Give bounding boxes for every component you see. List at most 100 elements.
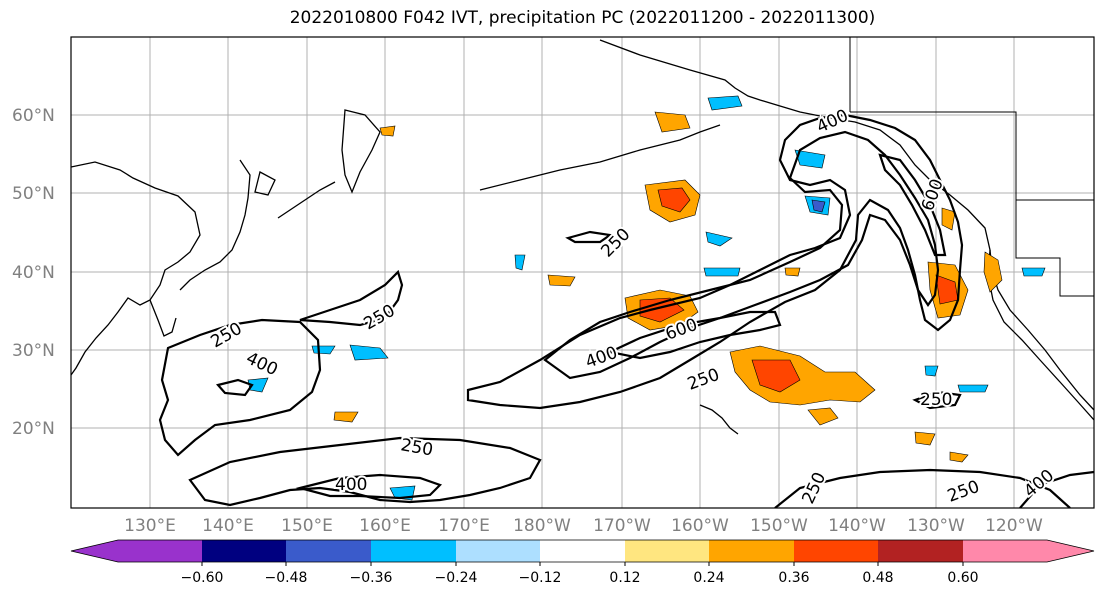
lat-label: 50°N [12, 184, 55, 204]
coastlines [71, 39, 1094, 435]
colorbar-tick-label: 0.48 [862, 570, 893, 586]
lon-label: 130°W [907, 516, 965, 536]
precip-neg-8 [1021, 267, 1046, 277]
colorbar: −0.60 −0.48 −0.36 −0.24 −0.12 0.12 0.24 … [70, 539, 1095, 586]
lat-label: 60°N [12, 106, 55, 126]
lon-label: 170°E [438, 516, 490, 536]
precip-neg-3-core [811, 199, 826, 213]
political-boundaries [849, 37, 1094, 297]
precip-neg-11 [514, 254, 526, 271]
colorbar-tick-label: 0.60 [947, 570, 978, 586]
precip-blob-14 [784, 267, 801, 277]
colorbar-segment [963, 540, 1047, 562]
colorbar-segment [794, 540, 878, 562]
precip-neg-2 [794, 149, 826, 169]
colorbar-tick-label: 0.24 [693, 570, 724, 586]
precip-neg-13 [924, 365, 939, 377]
ivt-contour-250-main [466, 113, 964, 410]
coastline-kuril-islands [277, 181, 336, 219]
colorbar-tick-label: −0.12 [519, 570, 562, 586]
colorbar-segment [709, 540, 794, 562]
colorbar-segment [625, 540, 709, 562]
latitude-labels: 60°N 50°N 40°N 30°N 20°N [12, 106, 55, 439]
precip-blob-7 [983, 251, 1003, 293]
colorbar-over-triangle [1047, 540, 1094, 562]
ivt-contour-250-west [158, 318, 322, 457]
lon-label: 140°E [202, 516, 254, 536]
precip-neg-12 [957, 384, 989, 393]
lon-label: 150°W [750, 516, 808, 536]
precip-neg-6 [349, 344, 389, 361]
coastline-kamchatka [341, 109, 381, 194]
lat-label: 30°N [12, 341, 55, 361]
ivt-contour-400-south [295, 473, 443, 500]
ivt-contour-250-mid [299, 269, 404, 327]
precip-blob-9 [547, 274, 576, 287]
precip-blob-5 [654, 111, 691, 133]
precip-blob-1-core [657, 187, 691, 213]
precip-blob-3-core [751, 359, 801, 393]
ivt-contour-250-south [188, 436, 542, 507]
gridlines [71, 37, 1094, 508]
lon-label: 120°W [985, 516, 1043, 536]
lon-label: 160°W [671, 516, 729, 536]
colorbar-tick-label: −0.24 [435, 570, 478, 586]
colorbar-segment [118, 540, 202, 562]
ivt-contour-600-main [606, 310, 782, 360]
lon-label: 160°E [359, 516, 411, 536]
map-title: 2022010800 F042 IVT, precipitation PC (2… [289, 8, 876, 28]
precip-neg-4 [705, 231, 733, 247]
coastline-japan [179, 159, 251, 291]
colorbar-segment [286, 540, 371, 562]
lon-label: 170°W [593, 516, 651, 536]
colorbar-tick-label: −0.48 [265, 570, 308, 586]
map-frame [70, 36, 1095, 509]
precip-blob-8 [807, 407, 839, 426]
colorbar-ticks: −0.60 −0.48 −0.36 −0.24 −0.12 0.12 0.24 … [181, 562, 979, 586]
colorbar-segment [456, 540, 540, 562]
precip-blob-11 [914, 431, 936, 446]
longitude-labels: 130°E 140°E 150°E 160°E 170°E 180°W 170°… [124, 516, 1043, 536]
lon-label: 150°E [281, 516, 333, 536]
ivt-contour-400-main [543, 130, 940, 380]
ivt-contour-600-north [878, 153, 947, 257]
colorbar-segment [878, 540, 963, 562]
precip-blob-13 [379, 125, 396, 137]
colorbar-outline [70, 539, 1095, 563]
colorbar-segment [540, 540, 625, 562]
coastline-aleutians [479, 124, 721, 191]
lon-label: 180°W [513, 516, 571, 536]
ivt-contour-400-west [215, 378, 254, 397]
precip-neg-10 [247, 377, 269, 393]
coastline-hawaii [699, 404, 739, 435]
coastline-alaska [599, 39, 1094, 411]
ivt-contour-250-small [565, 230, 613, 244]
lon-label: 130°E [124, 516, 176, 536]
colorbar-tick-label: −0.60 [181, 570, 224, 586]
precip-neg-5 [703, 267, 741, 277]
contour-label: 250 [920, 390, 952, 410]
colorbar-segment [202, 540, 286, 562]
boundary-canada-provinces [850, 111, 1094, 201]
lat-label: 40°N [12, 263, 55, 283]
precip-negative [247, 95, 1046, 501]
lon-label: 140°W [828, 516, 886, 536]
colorbar-tick-label: 0.12 [609, 570, 640, 586]
precip-blob-10 [333, 411, 359, 423]
colorbar-segment [371, 540, 456, 562]
contour-label: 400 [335, 475, 367, 495]
ivt-contour-250-ne [912, 390, 962, 410]
colorbar-tick-label: −0.36 [350, 570, 393, 586]
ivt-contour-400-se [1019, 470, 1094, 508]
coastline-korea [149, 299, 177, 337]
boundary-us-states [1015, 200, 1094, 297]
precip-blob-12 [949, 451, 969, 463]
lat-label: 20°N [12, 419, 55, 439]
coastline-asia [71, 161, 201, 376]
precip-neg-1 [707, 95, 743, 111]
coastline-hokkaido [254, 171, 276, 196]
ivt-contours [158, 113, 1094, 508]
colorbar-under-triangle [71, 540, 118, 562]
precip-blob-6 [941, 207, 956, 231]
